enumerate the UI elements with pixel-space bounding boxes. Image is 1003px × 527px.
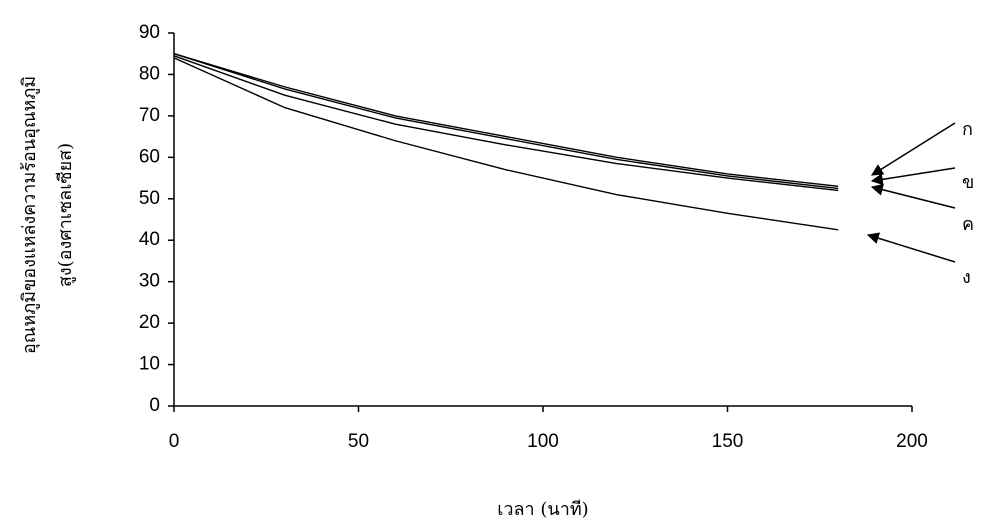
x-axis-title: เวลา (นาที) [497, 499, 588, 520]
annotation-arrow [866, 232, 956, 263]
annotation-arrow [870, 122, 956, 176]
y-tick-label: 0 [149, 395, 160, 416]
y-tick-label: 40 [139, 229, 160, 250]
legend-label: ค [962, 214, 974, 235]
y-tick-label: 20 [139, 312, 160, 333]
y-tick-label: 70 [139, 105, 160, 126]
legend-label: ข [962, 172, 974, 193]
y-axis-title: อุณหภูมิของแหล่งความร้อนอุณหภูมิ สูง(องศ… [19, 76, 76, 354]
x-tick-label: 50 [348, 431, 369, 452]
y-tick-label: 90 [139, 22, 160, 43]
y-tick-label: 80 [139, 63, 160, 84]
legend-label: ก [962, 119, 973, 140]
y-tick-label: 60 [139, 146, 160, 167]
series-line [173, 53, 839, 188]
series-line [173, 55, 839, 192]
series-line [173, 53, 839, 190]
annotation-arrow [870, 183, 956, 209]
y-axis-title-line: อุณหภูมิของแหล่งความร้อนอุณหภูมิ [19, 76, 40, 354]
x-tick-label: 100 [527, 431, 559, 452]
y-tick-label: 30 [139, 271, 160, 292]
y-axis-title-line: สูง(องศาเซลเซียส) [55, 143, 76, 287]
legend-label: ง [962, 267, 971, 288]
x-tick-label: 200 [896, 431, 928, 452]
series-line [173, 57, 839, 231]
annotation-arrow [870, 167, 956, 186]
x-tick-label: 0 [169, 431, 180, 452]
y-tick-label: 50 [139, 188, 160, 209]
x-tick-label: 150 [712, 431, 744, 452]
y-tick-label: 10 [139, 354, 160, 375]
